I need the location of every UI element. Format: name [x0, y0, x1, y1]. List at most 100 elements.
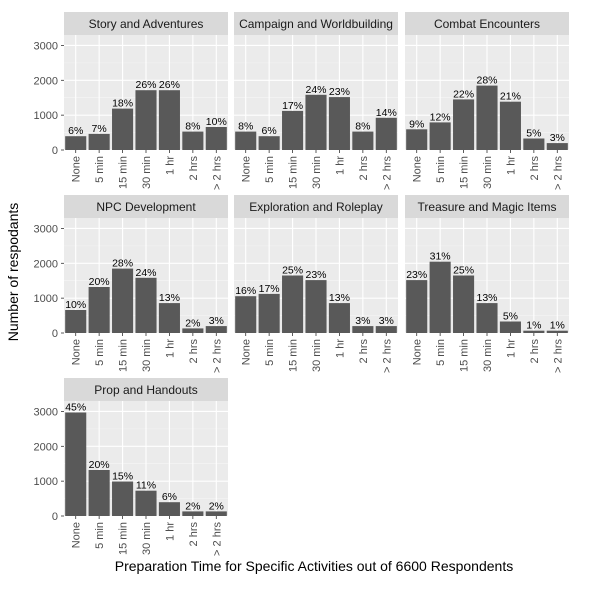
x-tick-label: > 2 hrs — [552, 339, 564, 373]
x-tick-label: 30 min — [141, 522, 153, 555]
facet-panel: Prop and Handouts 45% 20%15%11% 6% 2% 2% 0 1000… — [34, 378, 228, 556]
y-tick-label: 2000 — [34, 75, 58, 87]
facet-strip — [234, 12, 398, 35]
bar — [375, 117, 397, 150]
bar-data-label: 28% — [476, 75, 497, 87]
bar — [453, 275, 475, 333]
x-tick-label: 5 min — [94, 339, 106, 366]
bar — [328, 303, 350, 333]
bar — [476, 303, 498, 333]
x-tick-label: None — [71, 522, 83, 548]
x-tick-label: 15 min — [118, 339, 130, 372]
facet-strip — [405, 195, 569, 218]
x-tick-label: None — [412, 156, 424, 182]
bar — [65, 412, 87, 516]
x-tick-label: 15 min — [118, 522, 130, 555]
bar — [375, 326, 397, 333]
bar — [235, 296, 257, 333]
x-tick-label: > 2 hrs — [552, 156, 564, 190]
facet-title: Story and Adventures — [89, 17, 204, 31]
bar-data-label: 11% — [136, 480, 156, 492]
bar — [112, 268, 134, 333]
bar — [135, 90, 157, 150]
bar-data-label: 17% — [259, 283, 280, 295]
bar — [305, 94, 327, 150]
y-tick-label: 2000 — [34, 258, 58, 270]
bar-data-label: 23% — [406, 269, 427, 281]
facet-panel: Campaign and Worldbuilding 8% 6% 17%24% 23% 8… — [234, 12, 398, 190]
facet-title: Treasure and Magic Items — [418, 200, 557, 214]
facet-strip — [64, 195, 228, 218]
facet-strip — [234, 195, 398, 218]
x-tick-label: 5 min — [264, 339, 276, 366]
bar — [182, 131, 204, 150]
bar-data-label: 8% — [238, 121, 253, 133]
x-axis-title: Preparation Time for Specific Activities… — [115, 558, 513, 574]
bar-data-label: 12% — [430, 111, 451, 123]
y-axis-title: Number of respodants — [5, 203, 21, 342]
bar — [523, 330, 545, 333]
bar — [182, 511, 204, 516]
bar-data-label: 3% — [209, 315, 224, 327]
bar — [328, 97, 350, 150]
bar-data-label: 15% — [112, 471, 133, 483]
bar — [65, 310, 87, 333]
bar — [546, 330, 568, 333]
x-tick-label: 30 min — [311, 156, 323, 189]
bar-data-label: 10% — [65, 299, 86, 311]
facet-panel: Exploration and Roleplay 16% 17%25% 23%13% 3… — [234, 195, 398, 373]
x-tick-label: 15 min — [288, 339, 300, 372]
bar-data-label: 5% — [526, 128, 541, 140]
bar-data-label: 1% — [526, 320, 541, 332]
facet-title: Exploration and Roleplay — [249, 200, 382, 214]
facet-strip — [64, 12, 228, 35]
x-tick-label: 1 hr — [334, 339, 346, 358]
x-tick-label: 5 min — [435, 339, 447, 366]
bar — [476, 85, 498, 150]
bar — [88, 470, 110, 516]
y-tick-label: 1000 — [34, 476, 58, 488]
x-tick-label: 2 hrs — [188, 339, 200, 364]
facet-panel: NPC Development 10%20%28%24% 13% 2% 3% 0 1000 2… — [34, 195, 228, 373]
x-tick-label: 15 min — [459, 156, 471, 189]
x-tick-label: 30 min — [482, 156, 494, 189]
bar — [429, 261, 451, 333]
bar — [65, 136, 87, 150]
bar-data-label: 24% — [305, 84, 326, 96]
facet-strip — [64, 378, 228, 401]
bar-data-label: 18% — [112, 98, 133, 110]
x-tick-label: > 2 hrs — [211, 156, 223, 190]
x-tick-label: 1 hr — [505, 339, 517, 358]
facet-title: Campaign and Worldbuilding — [239, 17, 393, 31]
y-tick-label: 2000 — [34, 441, 58, 453]
x-tick-label: 30 min — [311, 339, 323, 372]
bar-data-label: 8% — [185, 121, 200, 133]
bar-data-label: 13% — [476, 292, 497, 304]
y-tick-label: 0 — [52, 145, 58, 157]
facet-panel: Treasure and Magic Items 23%31%25% 13% 5% 1%… — [405, 195, 569, 373]
bar-data-label: 3% — [379, 315, 394, 327]
bar-data-label: 21% — [500, 91, 521, 103]
x-tick-label: 5 min — [435, 156, 447, 183]
x-tick-label: 5 min — [94, 522, 106, 549]
bar — [523, 138, 545, 150]
bar — [205, 127, 227, 150]
x-tick-label: 2 hrs — [358, 156, 370, 181]
bar — [453, 99, 475, 150]
x-tick-label: 2 hrs — [358, 339, 370, 364]
bar-data-label: 23% — [305, 269, 326, 281]
bar-data-label: 16% — [235, 285, 256, 297]
bar-data-label: 20% — [89, 276, 110, 288]
facet-panel: Combat Encounters 9% 12%22%28%21% 5% 3% None 5… — [405, 12, 569, 190]
bar — [158, 90, 180, 150]
bar-data-label: 2% — [209, 500, 224, 512]
x-tick-label: 1 hr — [164, 339, 176, 358]
bar — [352, 131, 374, 150]
bar — [406, 280, 428, 333]
bar — [499, 321, 521, 333]
y-tick-label: 0 — [52, 511, 58, 523]
bar — [235, 131, 257, 150]
x-tick-label: 5 min — [264, 156, 276, 183]
bar-data-label: 8% — [355, 121, 370, 133]
x-tick-label: None — [412, 339, 424, 365]
